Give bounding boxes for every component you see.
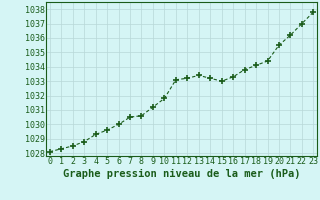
X-axis label: Graphe pression niveau de la mer (hPa): Graphe pression niveau de la mer (hPa) (63, 169, 300, 179)
